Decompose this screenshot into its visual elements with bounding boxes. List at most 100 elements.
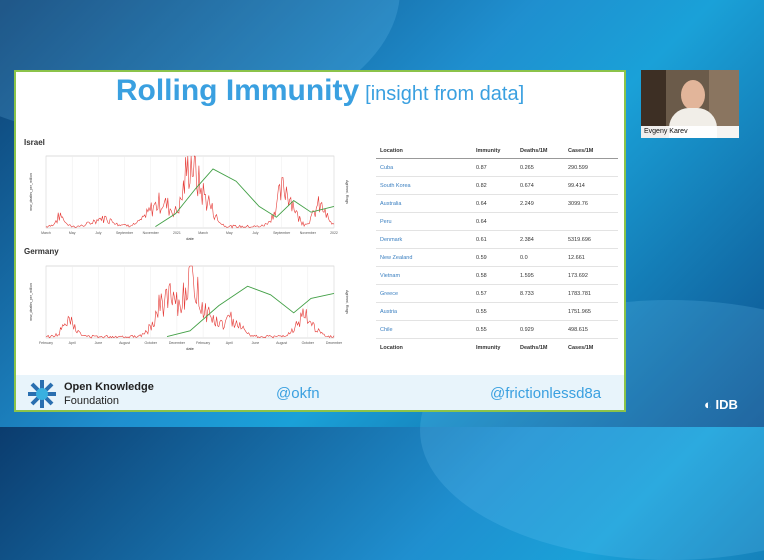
idb-text: IDB — [715, 397, 738, 412]
table-row: Austria 0.55 1751.965 — [376, 302, 618, 321]
idb-icon: ◐ — [704, 397, 712, 412]
col-cases[interactable]: Cases/1M — [564, 144, 618, 159]
cell-value: 12.661 — [564, 248, 618, 267]
cell-location[interactable]: Cuba — [376, 158, 472, 177]
x-tick-label: February — [39, 341, 53, 345]
x-tick-label: December — [169, 341, 186, 345]
org-subname: Foundation — [64, 395, 120, 407]
participant-head — [681, 80, 705, 110]
cell-value: 0.61 — [472, 230, 516, 249]
cell-value: 1751.965 — [564, 302, 618, 321]
table-row: Peru 0.64 — [376, 212, 618, 231]
cell-value: 0.55 — [472, 302, 516, 321]
x-tick-label: July — [252, 231, 258, 235]
cell-value: 0.64 — [472, 212, 516, 231]
x-axis-label: date — [186, 236, 195, 241]
foot-cases: Cases/1M — [564, 338, 618, 356]
slide-title: Rolling Immunity [insight from data] — [16, 74, 624, 108]
cell-value: 8.733 — [516, 284, 564, 303]
table-row: Cuba 0.87 0.265 290.599 — [376, 158, 618, 177]
participant-video[interactable]: Evgeny Karev — [641, 70, 739, 138]
handle-left[interactable]: @okfn — [276, 385, 320, 402]
x-tick-label: August — [119, 341, 130, 345]
slide-title-sub: [insight from data] — [365, 83, 525, 105]
cell-value: 0.59 — [472, 248, 516, 267]
table-row: Greece 0.57 8.733 1783.781 — [376, 284, 618, 303]
org-name: Open Knowledge — [64, 381, 154, 393]
cell-location[interactable]: Denmark — [376, 230, 472, 249]
x-tick-label: December — [326, 341, 343, 345]
col-deaths[interactable]: Deaths/1M — [516, 144, 564, 159]
x-tick-label: May — [226, 231, 233, 235]
y-axis-label: new_deaths_per_million — [29, 173, 33, 211]
foot-immunity: Immunity — [472, 338, 516, 356]
cell-value: 173.692 — [564, 266, 618, 285]
germany-chart-title: Germany — [24, 247, 59, 256]
cell-location[interactable]: Chile — [376, 320, 472, 339]
immunity-table: Location Immunity Deaths/1M Cases/1M Cub… — [376, 144, 618, 356]
table-row: South Korea 0.82 0.674 99.414 — [376, 176, 618, 195]
cell-location[interactable]: Australia — [376, 194, 472, 213]
cell-value: 0.82 — [472, 176, 516, 195]
israel-chart: March May July September November 2021 March Ma… — [29, 155, 349, 241]
okf-logo-icon — [28, 380, 56, 408]
idb-logo: ◐ IDB — [704, 397, 738, 412]
cell-location[interactable]: South Korea — [376, 176, 472, 195]
x-axis-label: date — [186, 346, 195, 351]
x-tick-label: March — [198, 231, 208, 235]
plot-area — [45, 155, 335, 229]
cell-value: 0.265 — [516, 158, 564, 177]
x-tick-label: November — [300, 231, 317, 235]
table-row: Australia 0.64 2.249 3099.76 — [376, 194, 618, 213]
cell-value — [564, 212, 618, 231]
plot-area — [45, 265, 335, 339]
presentation-slide: Rolling Immunity [insight from data] Isra… — [14, 70, 626, 412]
table-header-row: Location Immunity Deaths/1M Cases/1M — [376, 144, 618, 159]
x-tick-label: October — [302, 341, 315, 345]
table-row: Denmark 0.61 2.384 5319.696 — [376, 230, 618, 249]
deaths-series-line — [45, 265, 335, 339]
cell-location[interactable]: Vietnam — [376, 266, 472, 285]
x-tick-label: September — [273, 231, 291, 235]
cell-value — [516, 302, 564, 321]
cell-value: 1783.781 — [564, 284, 618, 303]
cell-value: 0.55 — [472, 320, 516, 339]
x-tick-label: March — [41, 231, 51, 235]
x-tick-label: April — [226, 341, 233, 345]
cell-location[interactable]: Austria — [376, 302, 472, 321]
x-tick-label: November — [143, 231, 160, 235]
table-footer-row: Location Immunity Deaths/1M Cases/1M — [376, 338, 618, 356]
x-tick-label: October — [145, 341, 158, 345]
cell-value: 2.249 — [516, 194, 564, 213]
cell-location[interactable]: New Zealand — [376, 248, 472, 267]
cell-value: 0.674 — [516, 176, 564, 195]
x-tick-label: September — [116, 231, 134, 235]
cell-value: 0.57 — [472, 284, 516, 303]
immunity-series-line — [155, 168, 335, 227]
cell-value: 0.58 — [472, 266, 516, 285]
y2-axis-label: Agrimmi, Rings — [345, 180, 349, 204]
cell-value — [516, 212, 564, 231]
x-tick-label: May — [69, 231, 76, 235]
slide-footer: Open Knowledge Foundation @okfn @frictio… — [16, 375, 624, 410]
germany-chart: February April June August October December Fe… — [29, 265, 349, 351]
cell-value: 99.414 — [564, 176, 618, 195]
x-tick-label: June — [252, 341, 260, 345]
handle-right[interactable]: @frictionlessd8a — [490, 385, 602, 402]
x-tick-label: April — [69, 341, 76, 345]
x-tick-label: August — [276, 341, 287, 345]
x-tick-label: July — [95, 231, 101, 235]
x-tick-label: February — [196, 341, 210, 345]
cell-value: 290.599 — [564, 158, 618, 177]
immunity-series-line — [166, 285, 335, 338]
table-row: Vietnam 0.58 1.595 173.692 — [376, 266, 618, 285]
x-tick-label: 2022 — [330, 231, 338, 235]
participant-name: Evgeny Karev — [641, 126, 739, 138]
y2-axis-label: Agrimmi, Rings — [345, 290, 349, 314]
table-row: New Zealand 0.59 0.0 12.661 — [376, 248, 618, 267]
cell-location[interactable]: Peru — [376, 212, 472, 231]
col-immunity[interactable]: Immunity — [472, 144, 516, 159]
col-location[interactable]: Location — [376, 144, 472, 159]
cell-value: 0.0 — [516, 248, 564, 267]
cell-location[interactable]: Greece — [376, 284, 472, 303]
